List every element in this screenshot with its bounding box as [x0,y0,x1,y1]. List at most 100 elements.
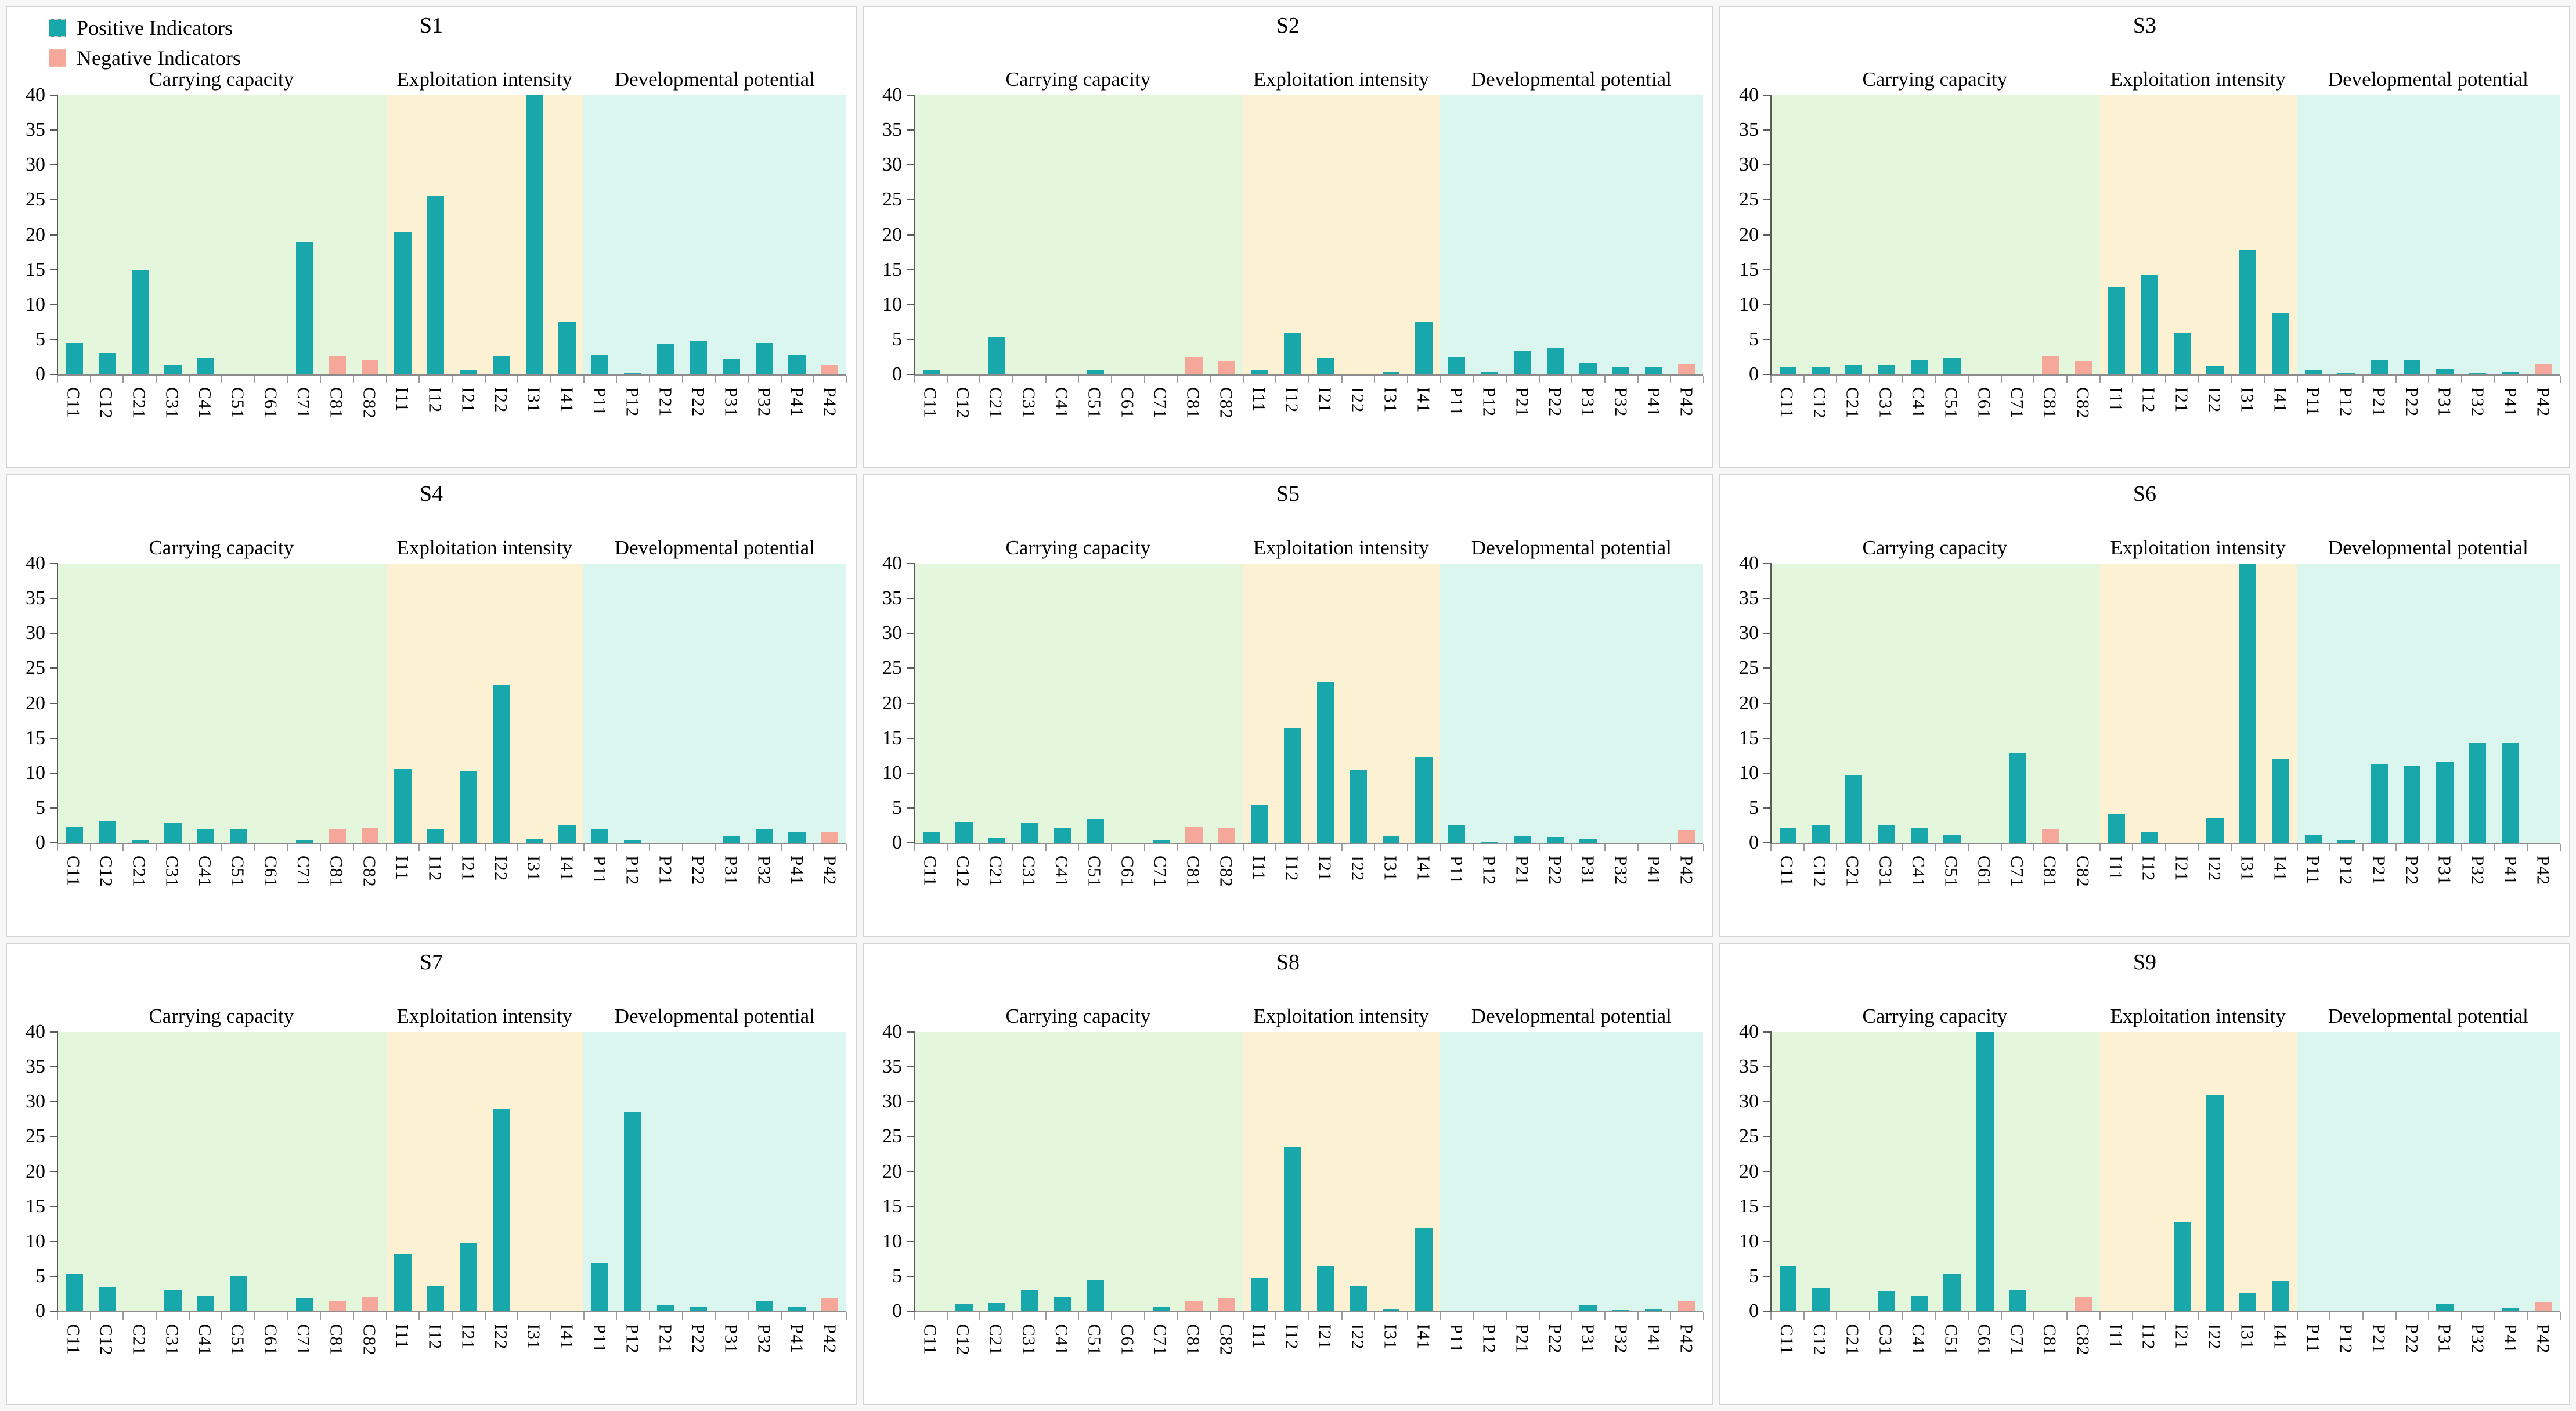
y-axis-tick [907,269,915,270]
x-axis-tick [2264,376,2265,383]
band-carrying-capacity [58,95,387,374]
y-axis-tick-label: 25 [26,1125,45,1147]
positive-indicator-bar [955,821,973,843]
positive-indicator-bar [1878,825,1895,843]
x-axis-tick [156,376,157,383]
positive-indicator-bar [723,359,740,374]
x-axis-label: I12 [2138,856,2159,882]
section-label-row: Carrying capacity Exploitation intensity D… [914,533,1703,562]
x-axis-label: P32 [2467,387,2488,417]
positive-indicator-bar [2502,743,2519,843]
y-axis-tick-label: 0 [35,832,45,853]
x-axis-label: C31 [1875,1324,1896,1356]
y-axis-tick [1763,338,1772,340]
x-axis-label: C12 [96,387,117,419]
x-axis-label: C82 [2073,856,2094,887]
x-axis-label: C31 [1875,387,1896,419]
x-axis-tick [1473,376,1474,383]
x-axis-label: I11 [2106,856,2126,881]
negative-indicator-bar [821,1298,839,1311]
x-axis-tick [2033,376,2035,383]
chart-panel-s9: S9 Carrying capacity Exploitation intensit… [1719,943,2570,1405]
positive-indicator-bar [2272,758,2289,843]
positive-indicator-bar [2173,332,2191,374]
positive-indicator-bar [1448,356,1466,374]
x-axis-label: P21 [1512,387,1533,417]
y-axis-tick-label: 0 [35,1300,45,1322]
y-axis-tick [1763,95,1772,96]
x-axis-tick [979,376,981,383]
band-exploitation-intensity [386,95,584,374]
x-axis-label: I31 [524,387,544,413]
x-axis-tick [1242,376,1244,383]
x-axis-tick [2000,844,2002,851]
x-axis-label: C21 [986,387,1006,419]
y-axis-tick-label: 40 [882,553,902,574]
x-axis-tick [2428,376,2430,383]
section-label: Developmental potential [614,536,815,559]
positive-indicator-bar [1251,805,1268,843]
x-axis-label: I11 [392,1324,413,1349]
y-axis-tick [907,633,915,634]
x-axis-tick [385,844,387,851]
x-axis-label: P11 [2303,1324,2324,1354]
x-axis-tick [221,844,223,851]
x-axis-tick [320,844,322,851]
x-axis-tick [979,1312,981,1320]
positive-indicator-bar [1878,1291,1895,1311]
x-axis-tick [1407,1312,1408,1320]
x-axis-label: P41 [787,387,807,417]
positive-indicator-bar [624,1112,641,1311]
positive-indicator-bar [591,829,609,843]
x-axis-tick-strip [914,376,1704,384]
section-label-row: Carrying capacity Exploitation intensity D… [1770,1002,2560,1031]
x-axis-tick [1374,376,1376,383]
x-axis-label: P32 [754,387,775,417]
y-axis-tick-label: 20 [882,223,902,246]
x-axis-label: P22 [2402,1324,2422,1354]
x-axis-tick [2296,1312,2298,1320]
x-axis-label: C81 [326,1324,347,1356]
y-axis-tick [907,842,915,843]
x-axis-tick [550,1312,551,1320]
x-axis-label: P12 [2336,387,2357,417]
x-axis-label: C11 [1777,856,1798,887]
y-axis-tick-label: 15 [26,727,45,749]
x-axis-tick [2033,844,2035,851]
section-label: Carrying capacity [1862,536,2008,559]
y-axis-tick-label: 5 [35,328,45,350]
positive-indicator-bar [1283,332,1301,374]
band-developmental-potential [583,1032,846,1311]
x-axis-label: P42 [1676,1324,1697,1354]
y-axis-tick [1763,772,1772,774]
positive-indicator-bar [1812,367,1830,374]
y-axis-tick [1763,807,1772,809]
x-axis-tick [2461,376,2462,383]
x-axis-tick [2428,1312,2430,1320]
y-axis-tick-label: 30 [882,154,902,176]
x-axis-label: P42 [1676,387,1697,417]
plot-area: 0 5 10 15 20 25 30 35 40 [1739,554,2560,853]
x-axis-tick [2461,844,2462,851]
x-axis-label: P41 [1644,387,1664,417]
x-axis-label: P21 [1512,1324,1533,1354]
negative-indicator-bar [1677,363,1695,374]
x-axis-tick [254,844,255,851]
x-axis-tick [2527,844,2528,851]
positive-indicator-bar [1845,365,1863,374]
x-axis-tick [1045,844,1047,851]
positive-indicator-bar [295,1298,313,1311]
positive-indicator-bar [1382,372,1400,374]
x-axis-tick [320,1312,322,1320]
positive-indicator-bar [427,196,445,374]
x-axis-label: I21 [1315,856,1336,882]
x-axis-tick [649,1312,650,1320]
section-label-row: Carrying capacity Exploitation intensity D… [57,1002,846,1031]
y-axis-tick-label: 25 [26,189,45,211]
x-axis-label: I31 [1380,856,1401,882]
negative-swatch-icon [49,49,66,67]
x-axis-label: P22 [688,856,709,886]
x-axis-tick [715,376,716,383]
positive-indicator-bar [1415,757,1433,843]
positive-indicator-bar [1546,837,1564,843]
